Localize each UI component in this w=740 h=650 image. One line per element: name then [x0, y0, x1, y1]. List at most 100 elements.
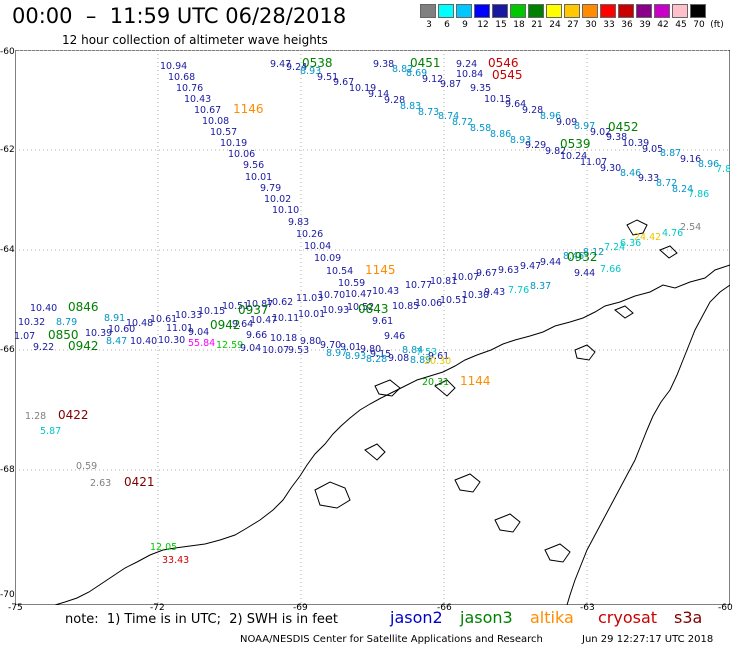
legend-swatch: [546, 4, 562, 18]
wave-height-label: 10.33: [175, 310, 202, 321]
wave-height-label: 9.38: [606, 132, 627, 143]
wave-height-label: 9.70: [320, 340, 341, 351]
wave-height-label: 8.72: [656, 178, 677, 189]
legend-label: 70: [693, 20, 705, 30]
legend-swatch: [654, 4, 670, 18]
wave-height-label: 8.87: [660, 148, 681, 159]
time-label: 0942: [210, 318, 241, 332]
wave-height-label: 8.84: [402, 345, 423, 356]
wave-height-label: 9.08: [388, 353, 409, 364]
legend-swatch: [582, 4, 598, 18]
observation-labels: 9.47 0538 9.38 0451 9.24 0546054510.9410.6810…: [15, 56, 730, 566]
lat-label: -68: [0, 465, 15, 475]
wave-height-label: 9.83: [288, 217, 309, 228]
wave-height-label: 9.14: [368, 89, 389, 100]
wave-height-label: 8.74: [438, 111, 459, 122]
color-legend: 3 6 9 12 15 18 21 24 27 30 33 36 39 42 45 70 (ft): [420, 4, 726, 30]
wave-height-label: 8.93: [510, 135, 531, 146]
legend-labels: 3 6 9 12 15 18 21 24 27 30 33 36 39 42 45 70 (ft): [420, 20, 726, 30]
wave-height-label: 7.86: [716, 164, 730, 175]
wave-height-label: 9.67: [476, 268, 497, 279]
lon-label: -66: [437, 603, 452, 613]
wave-height-label: 20.31: [422, 377, 449, 388]
wave-height-label: 9.02: [590, 127, 611, 138]
wave-height-label: 10.62: [266, 297, 293, 308]
legend-swatch: [420, 4, 436, 18]
time-label: 0451: [410, 56, 441, 70]
wave-height-label: 0.59: [76, 461, 97, 472]
wave-height-label: 8.91: [104, 313, 125, 324]
time-label: 0850: [48, 328, 79, 342]
timestamp: Jun 29 12:27:17 UTC 2018: [582, 634, 714, 645]
wave-height-label: 10.81: [430, 276, 457, 287]
wave-height-label: 10.01: [298, 309, 325, 320]
wave-height-label: 10.11: [272, 313, 299, 324]
wave-height-label: 9.64: [505, 99, 526, 110]
wave-height-label: 10.04: [304, 241, 331, 252]
lon-label: -69: [293, 603, 308, 613]
legend-label: 24: [549, 20, 561, 30]
wave-height-label: 9.47: [270, 59, 291, 70]
wave-height-label: 9.61: [428, 351, 449, 362]
legend-label: 6: [444, 20, 450, 30]
wave-height-label: 4.76: [662, 228, 683, 239]
legend-label: 30: [585, 20, 597, 30]
wave-height-label: 5.87: [40, 426, 61, 437]
wave-height-label: 10.06: [415, 298, 442, 309]
legend-s3a: s3a: [674, 608, 703, 627]
credit-text: NOAA/NESDIS Center for Satellite Applica…: [240, 634, 543, 645]
wave-height-label: 10.39: [622, 138, 649, 149]
wave-height-label: 9.04: [240, 343, 261, 354]
legend-swatch: [528, 4, 544, 18]
wave-height-label: 11.07: [15, 331, 35, 342]
lon-label: -60: [718, 603, 733, 613]
legend-label: 3: [426, 20, 432, 30]
wave-height-label: 10.09: [314, 253, 341, 264]
wave-height-label: 10.15: [198, 306, 225, 317]
time-label: 0846: [68, 300, 99, 314]
wave-height-label: 10.77: [405, 280, 432, 291]
time-label: 0932: [567, 250, 598, 264]
wave-height-label: 9.22: [33, 342, 54, 353]
time-label: 0421: [124, 475, 155, 489]
wave-height-label: 7.86: [688, 189, 709, 200]
wave-height-label: 9.87: [440, 79, 461, 90]
wave-height-label: 10.76: [176, 83, 203, 94]
wave-height-label: 8.37: [530, 281, 551, 292]
wave-height-label: 8.97: [574, 121, 595, 132]
wave-height-label: 9.82: [545, 146, 566, 157]
legend-swatch: [492, 4, 508, 18]
legend-label: 15: [495, 20, 507, 30]
legend-jason2: jason2: [390, 608, 443, 627]
legend-swatch: [690, 4, 706, 18]
wave-height-label: 9.29: [525, 140, 546, 151]
legend-cryosat: cryosat: [598, 608, 658, 627]
wave-height-label: 10.85: [392, 301, 419, 312]
wave-height-label: 9.47: [520, 261, 541, 272]
wave-height-label: 9.28: [384, 95, 405, 106]
wave-height-label: 9.33: [638, 173, 659, 184]
wave-height-label: 10.84: [456, 69, 483, 80]
page-title: 00:00 – 11:59 UTC 06/28/2018: [12, 4, 347, 28]
wave-height-label: 9.24: [456, 59, 477, 70]
wave-height-label: 10.47: [345, 289, 372, 300]
time-label: 0843: [358, 302, 389, 316]
legend-swatch: [510, 4, 526, 18]
legend-label: 18: [513, 20, 525, 30]
wave-height-label: 10.47: [250, 315, 277, 326]
lat-label: -62: [0, 145, 15, 155]
legend-label: 36: [621, 20, 633, 30]
wave-height-label: 8.83: [400, 101, 421, 112]
wave-height-label: 8.93: [300, 66, 321, 77]
wave-height-label: 9.64: [232, 319, 253, 330]
time-label: 0422: [58, 408, 89, 422]
wave-height-label: 8.93: [345, 351, 366, 362]
legend-swatches: [420, 4, 726, 18]
wave-height-label: 33.43: [162, 555, 189, 566]
wave-height-label: 6.36: [620, 238, 641, 249]
legend-label: 33: [603, 20, 615, 30]
lat-label: -70: [0, 590, 15, 600]
wave-height-label: 8.69: [406, 68, 427, 79]
wave-height-label: 9.67: [333, 77, 354, 88]
wave-height-label: 10.51: [222, 301, 249, 312]
